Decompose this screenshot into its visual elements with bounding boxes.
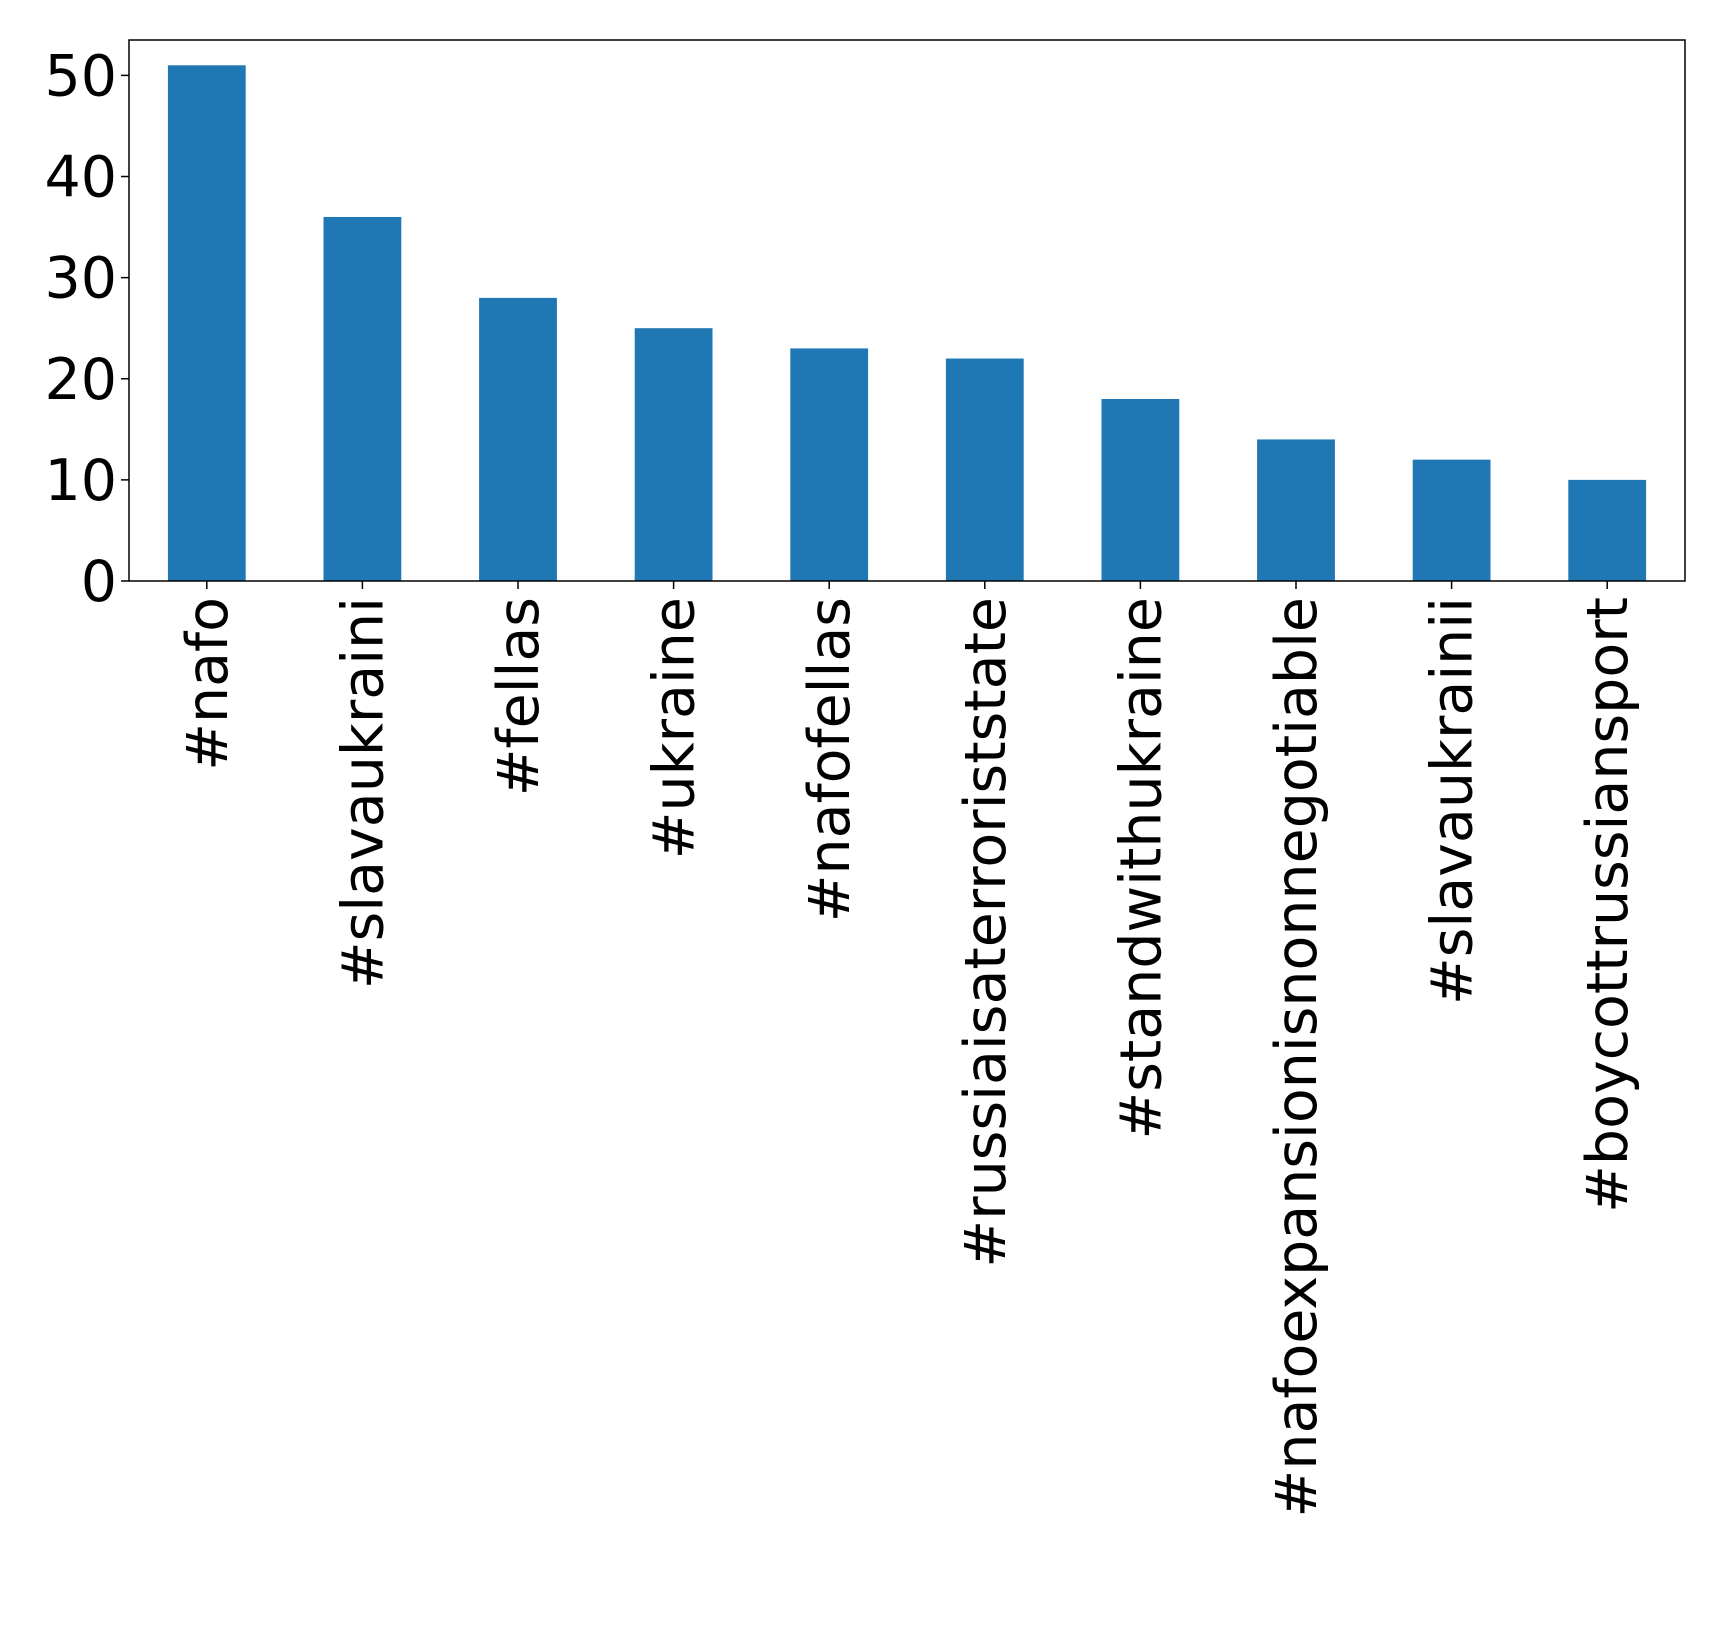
bar-nafoexpansionisnonnegotiable (1257, 439, 1335, 581)
x-tick-label: #slavaukraini (330, 597, 396, 989)
bar-nafofellas (790, 348, 869, 581)
x-tick-label: #slavaukrainii (1420, 597, 1486, 1005)
bar-standwithukraine (1101, 398, 1180, 581)
x-tick-label: #fellas (486, 597, 552, 796)
bar-slavaukrainii (1412, 459, 1491, 581)
bar-nafo (167, 65, 246, 581)
x-tick-label: #standwithukraine (1108, 597, 1174, 1140)
x-tick-label: #boycottrussiansport (1575, 597, 1641, 1213)
y-tick-label: 10 (44, 448, 117, 514)
bars-group (167, 65, 1647, 581)
plot-frame (128, 39, 1686, 582)
y-tick-label: 40 (44, 145, 117, 211)
y-tick-label: 30 (44, 246, 117, 312)
y-tick-marks (121, 74, 129, 582)
x-tick-labels: #nafo #slavaukraini #fellas #ukraine #nafofe… (175, 597, 1641, 1517)
bar-slavaukraini (323, 216, 402, 581)
y-tick-label: 20 (44, 347, 117, 413)
bar-boycottrussiansport (1568, 479, 1647, 581)
bar-fellas (479, 297, 557, 581)
bar-ukraine (634, 328, 713, 581)
y-tick-label: 0 (81, 549, 117, 615)
x-tick-label: #nafo (175, 597, 241, 771)
x-tick-label: #nafoexpansionisnonnegotiable (1264, 597, 1330, 1517)
x-tick-marks (206, 581, 1608, 589)
bar-russiaisaterroriststate (945, 358, 1024, 581)
y-tick-labels: 0 10 20 30 40 50 (44, 43, 117, 615)
x-tick-label: #russiaisaterroriststate (953, 597, 1019, 1268)
x-tick-label: #nafofellas (797, 597, 863, 922)
x-tick-label: #ukraine (642, 597, 708, 859)
y-tick-label: 50 (44, 43, 117, 109)
